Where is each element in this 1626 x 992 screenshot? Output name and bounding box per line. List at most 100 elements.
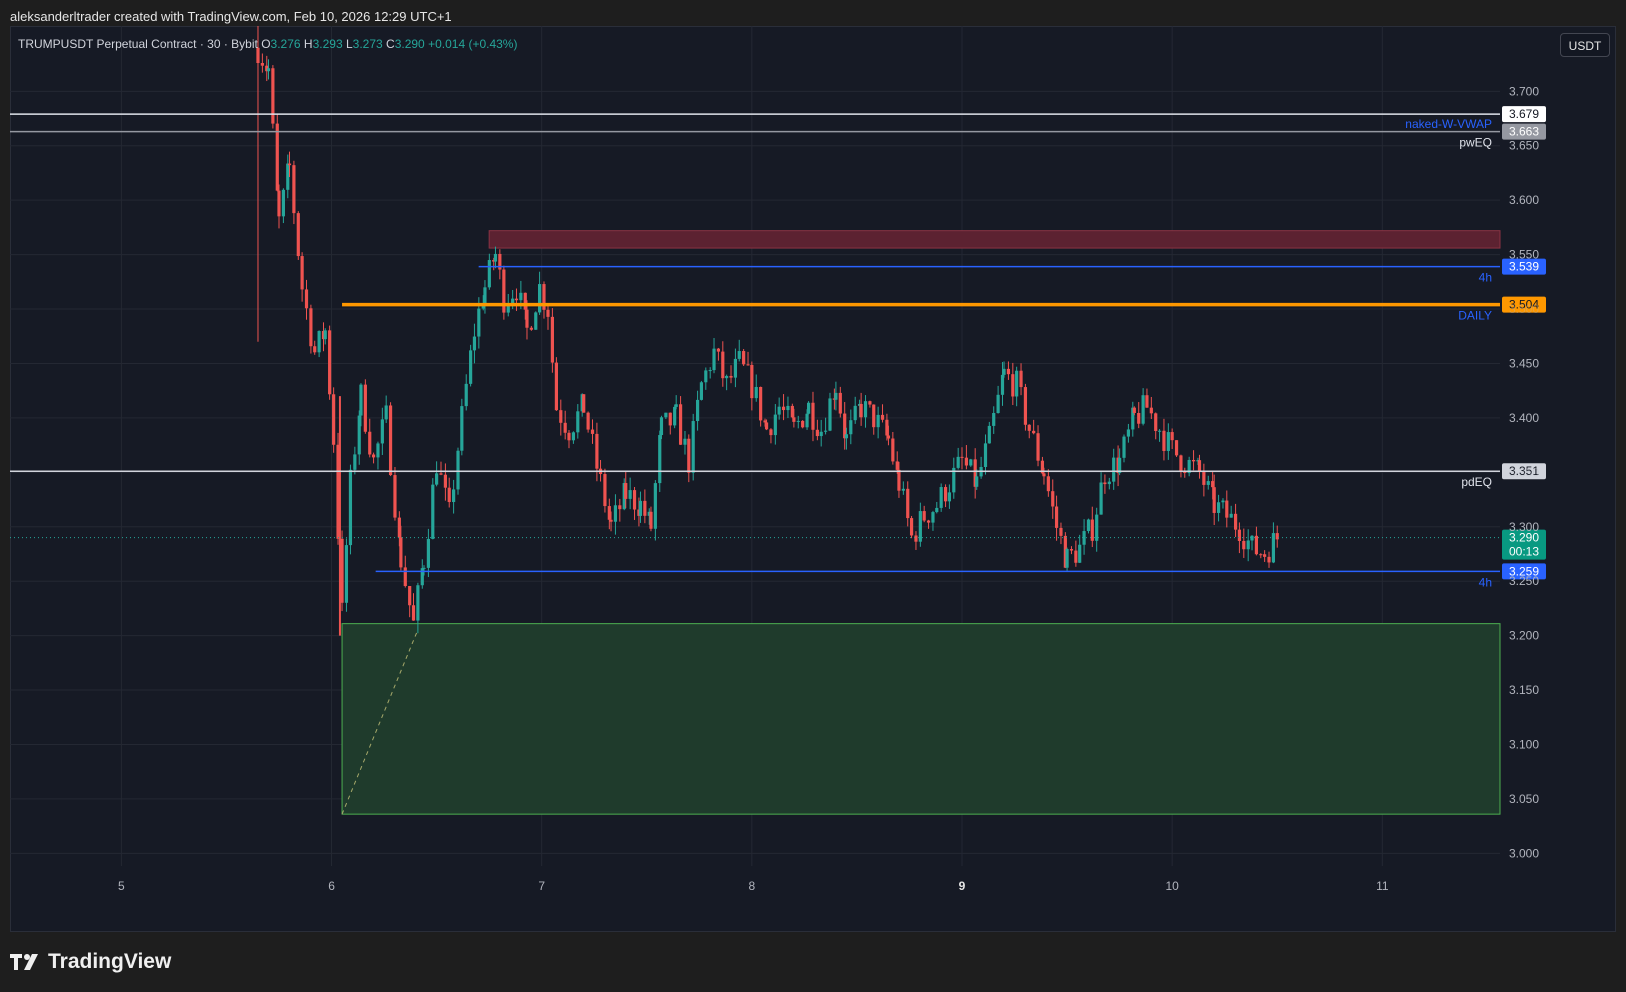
candle-body <box>1122 436 1126 458</box>
candle-body <box>328 330 332 395</box>
candle-body <box>1237 529 1242 541</box>
candle-body <box>763 420 767 423</box>
y-tick-label: 3.150 <box>1509 683 1539 697</box>
y-tick-label: 3.700 <box>1509 84 1539 98</box>
candle-body <box>1023 387 1028 425</box>
candle-body <box>695 399 700 422</box>
chart-credit: aleksanderltrader created with TradingVi… <box>10 9 452 24</box>
candle-body <box>678 404 683 445</box>
level-price-tag <box>1502 123 1546 140</box>
candle-body <box>546 309 550 317</box>
candle-body <box>935 507 939 513</box>
x-tick-label: 10 <box>1165 879 1179 893</box>
candle-body <box>1126 429 1130 437</box>
candle-body <box>897 469 901 491</box>
price-chart[interactable]: 3.679 3.663 pwEQ 3.539 4h 3.504 DAILY 3.351 pdEQ… <box>10 26 1616 932</box>
candle-body <box>926 520 931 523</box>
candle-body <box>687 438 691 473</box>
currency-button[interactable]: USDT <box>1560 33 1610 57</box>
candle-body <box>1174 440 1179 456</box>
candle-body <box>746 364 750 366</box>
candle-body <box>368 431 372 455</box>
candle-body <box>292 165 296 214</box>
candle-body <box>643 500 647 516</box>
candle-body <box>519 292 523 301</box>
candle-body <box>1267 556 1271 563</box>
candle-body <box>469 350 473 384</box>
candle-body <box>1090 519 1094 541</box>
candle-body <box>300 256 304 290</box>
candle-body <box>823 430 828 432</box>
level-price-tag <box>1502 296 1546 313</box>
candle-body <box>1027 424 1031 431</box>
candle-body <box>1212 487 1216 513</box>
x-tick-label: 8 <box>749 879 756 893</box>
candle-body <box>801 420 805 428</box>
candle-body <box>411 605 416 621</box>
candle-body <box>323 330 327 340</box>
candle-body <box>525 309 529 328</box>
candle-body <box>1141 395 1145 424</box>
y-tick-label: 3.300 <box>1509 520 1539 534</box>
candle-body <box>576 411 580 433</box>
candle-body <box>952 467 956 493</box>
candle-body <box>843 413 847 439</box>
y-tick-label: 3.100 <box>1509 737 1539 751</box>
candle-body <box>431 484 435 539</box>
candle-body <box>777 406 781 415</box>
candle-body <box>388 405 393 476</box>
candle-body <box>1275 533 1279 540</box>
y-tick-label: 3.550 <box>1509 248 1539 262</box>
candle-body <box>422 567 426 569</box>
candle-body <box>472 336 477 351</box>
level-price-text: 3.679 <box>1509 107 1539 121</box>
x-tick-label: 11 <box>1376 879 1389 893</box>
candle-body <box>287 163 292 166</box>
candle-body <box>891 438 895 462</box>
level-price-tag <box>1502 463 1546 480</box>
tradingview-logo-icon <box>10 954 38 970</box>
candle-body <box>332 394 336 445</box>
candle-body <box>764 422 769 430</box>
candle-body <box>380 419 384 444</box>
candle-body <box>487 260 491 288</box>
x-tick-label: 7 <box>538 879 545 893</box>
candle-body <box>550 316 554 363</box>
candle-body <box>511 298 515 304</box>
candle-body <box>590 429 595 434</box>
candle-body <box>1145 395 1149 408</box>
zone-box <box>488 230 1501 249</box>
candle-body <box>1170 432 1174 441</box>
candle-body <box>435 473 439 485</box>
candle-body <box>983 443 988 467</box>
level-price-tag <box>1502 258 1546 275</box>
candle-body <box>960 456 964 458</box>
candle-body <box>1099 482 1103 515</box>
candle-body <box>359 384 363 416</box>
candle-body <box>790 405 794 418</box>
candle-body <box>618 505 622 510</box>
candle-body <box>344 545 349 603</box>
candle-body <box>426 538 430 568</box>
candle-body <box>1015 370 1019 397</box>
y-tick-label: 3.000 <box>1509 846 1539 860</box>
impulse-line <box>341 629 419 815</box>
candle-body <box>586 412 590 430</box>
candle-body <box>918 511 922 542</box>
candle-body <box>492 260 496 262</box>
candle-body <box>523 292 527 310</box>
candle-body <box>759 386 763 421</box>
candle-body <box>1002 368 1006 375</box>
level-label: pdEQ <box>1461 475 1492 489</box>
level-label: 4h <box>1479 271 1492 285</box>
candle-body <box>384 405 388 420</box>
candle-body <box>609 519 613 522</box>
candle-body <box>1221 500 1225 503</box>
candle-body <box>498 253 502 270</box>
candle-body <box>1246 540 1250 550</box>
candle-body <box>872 404 876 428</box>
candle-body <box>271 68 275 124</box>
low-value: 3.273 <box>352 37 383 51</box>
candle-body <box>844 434 849 439</box>
y-tick-label: 3.200 <box>1509 629 1539 643</box>
